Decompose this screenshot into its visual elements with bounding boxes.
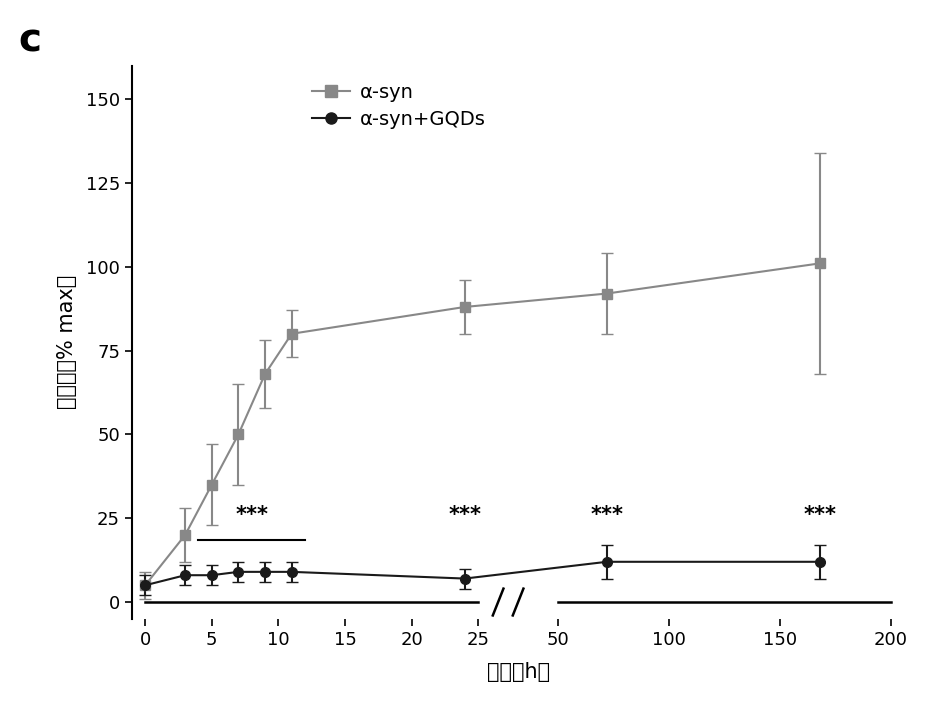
Legend: α-syn, α-syn+GQDs: α-syn, α-syn+GQDs [304,75,494,137]
Bar [485,596,531,622]
Text: ***: *** [591,505,624,525]
Text: ***: *** [448,505,481,525]
Text: ***: *** [236,505,268,525]
Y-axis label: 吸光度（% max）: 吸光度（% max） [57,275,77,409]
Text: c: c [19,22,41,60]
Text: ***: *** [804,505,836,525]
X-axis label: 时间（h）: 时间（h） [486,662,550,682]
